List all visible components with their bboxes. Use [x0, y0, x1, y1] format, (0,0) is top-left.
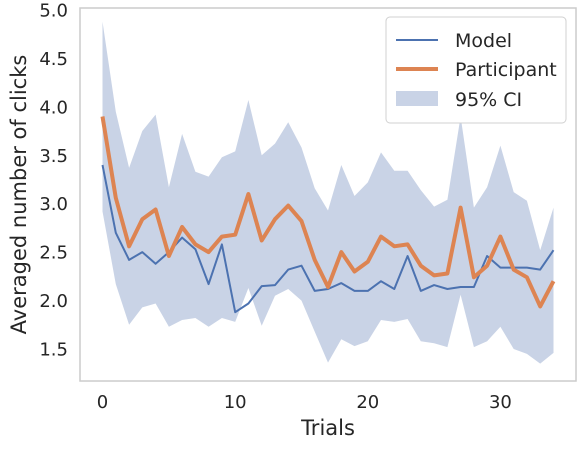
legend-ci-label: 95% CI: [455, 89, 522, 111]
plot-frame: [79, 7, 577, 382]
x-tick-label: 30: [489, 392, 512, 413]
legend-ci-swatch: [396, 91, 438, 106]
y-tick-label: 2.5: [39, 243, 68, 264]
legend-participant-label: Participant: [455, 59, 557, 81]
x-tick-label: 10: [224, 392, 247, 413]
y-tick-label: 4.0: [39, 97, 68, 118]
y-tick-label: 3.5: [39, 146, 68, 167]
y-axis-label: Averaged number of clicks: [7, 55, 31, 335]
x-tick-label: 20: [356, 392, 379, 413]
y-tick-label: 1.5: [39, 340, 68, 361]
x-tick-label: 0: [97, 392, 108, 413]
legend-model-label: Model: [455, 30, 512, 52]
participant-series-line: [100, 116, 556, 309]
confidence-band: [102, 21, 554, 364]
y-tick-label: 2.0: [39, 291, 68, 312]
x-axis-label: Trials: [300, 416, 355, 440]
y-axis-ticks: 1.5 2.0 2.5 3.0 3.5 4.0 4.5 5.0: [39, 0, 68, 360]
x-axis-ticks: 0 10 20 30: [97, 392, 512, 413]
y-tick-label: 3.0: [39, 194, 68, 215]
y-tick-label: 4.5: [39, 49, 68, 70]
y-tick-label: 5.0: [39, 0, 68, 21]
legend: Model Participant 95% CI: [385, 16, 567, 124]
